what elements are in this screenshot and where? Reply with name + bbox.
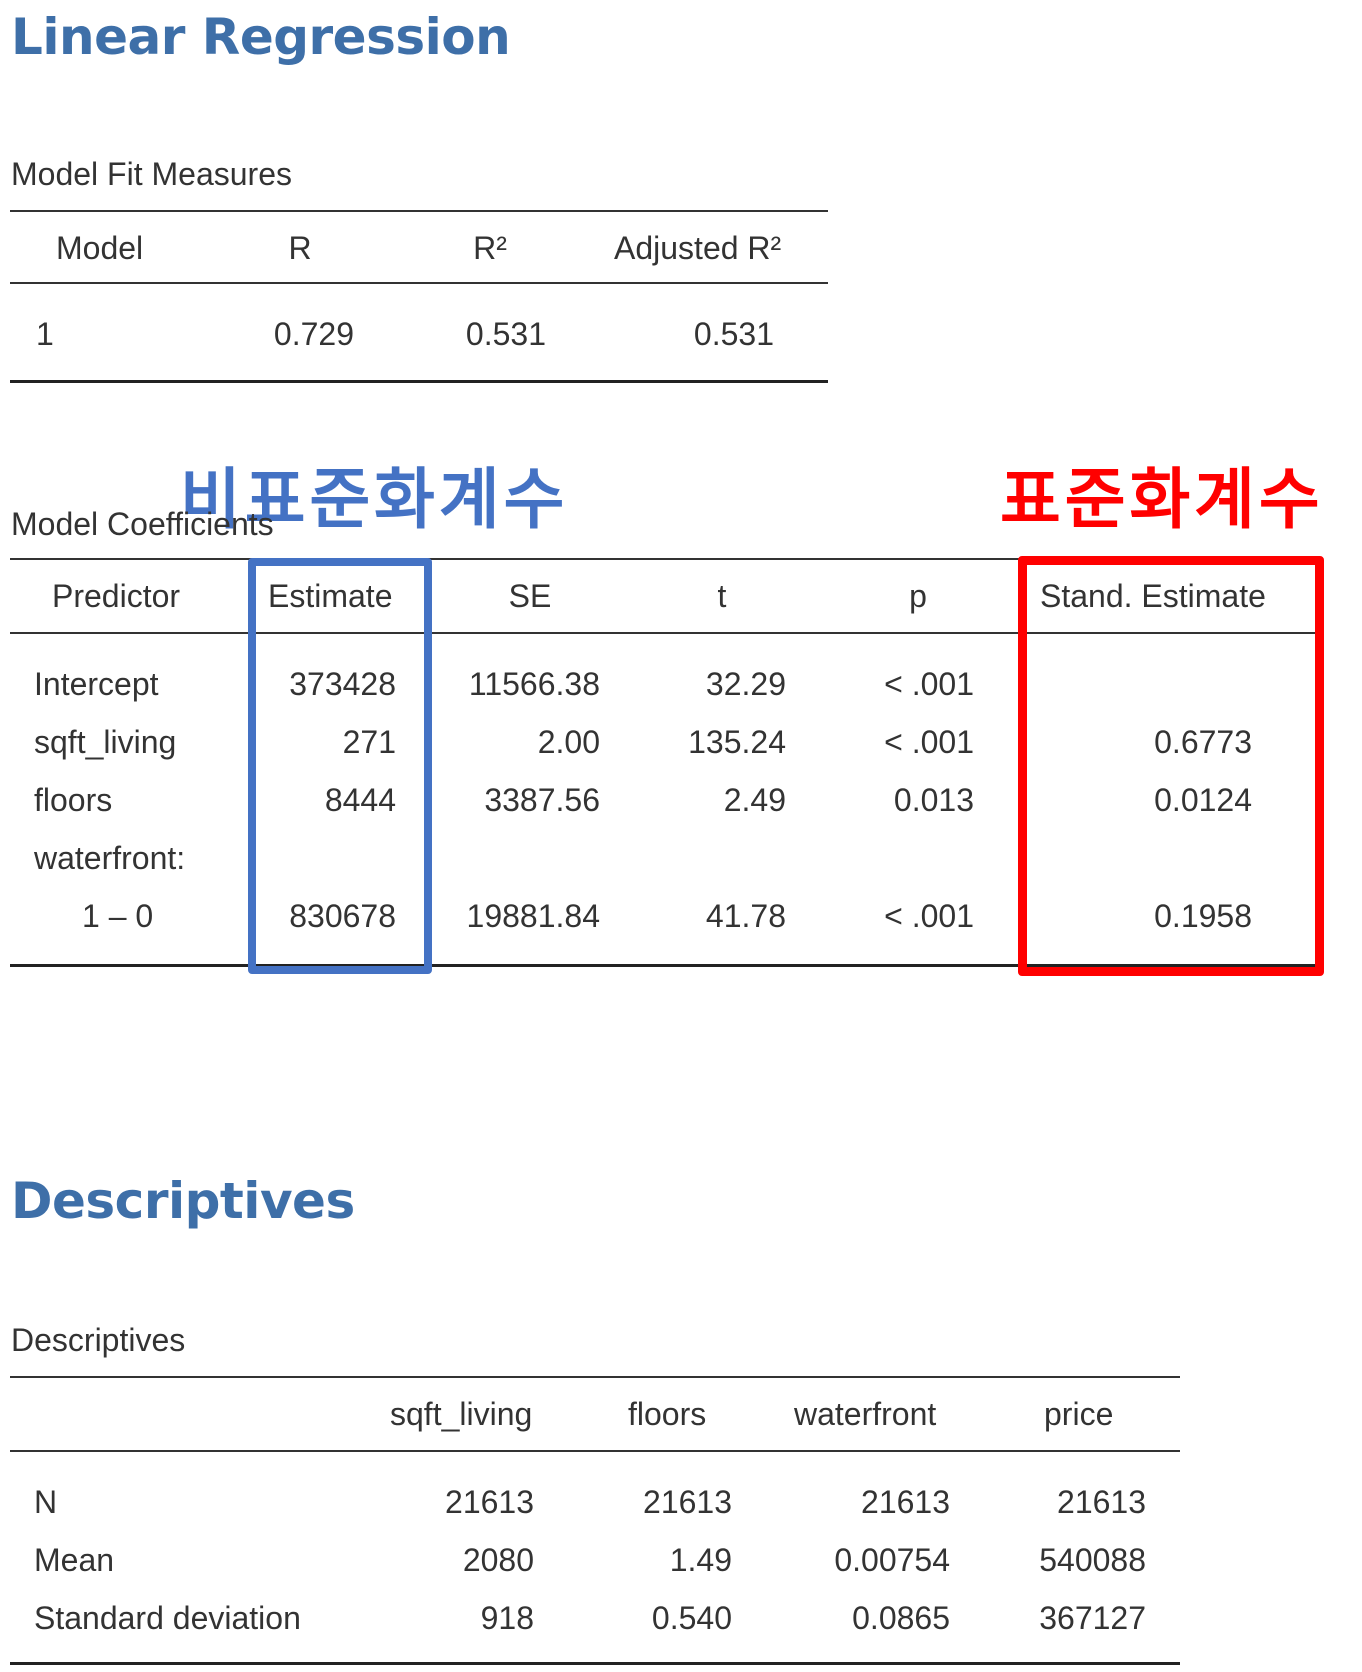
desc-row-label: Standard deviation bbox=[34, 1600, 301, 1636]
model-fit-cell-r: 0.729 bbox=[273, 316, 354, 352]
coef-stand-estimate: 0.6773 bbox=[1154, 724, 1252, 760]
coef-se: 3387.56 bbox=[484, 782, 600, 818]
descriptives-bottom-rule bbox=[10, 1662, 1180, 1665]
desc-header-sqft-living: sqft_living bbox=[390, 1396, 533, 1432]
model-fit-top-rule bbox=[10, 210, 828, 212]
coef-header-stand-estimate: Stand. Estimate bbox=[1040, 578, 1266, 614]
coef-predictor: floors bbox=[34, 782, 113, 818]
coef-p: < .001 bbox=[884, 666, 974, 702]
desc-cell-sqft-living: 21613 bbox=[445, 1484, 534, 1520]
coef-estimate: 271 bbox=[342, 724, 396, 760]
desc-header-price: price bbox=[1044, 1396, 1114, 1432]
desc-cell-sqft-living: 2080 bbox=[462, 1542, 534, 1578]
coef-predictor: Intercept bbox=[34, 666, 159, 702]
model-fit-header-adj-r2: Adjusted R² bbox=[614, 230, 782, 266]
model-fit-cell-model: 1 bbox=[36, 316, 54, 352]
coef-stand-estimate: 0.0124 bbox=[1154, 782, 1252, 818]
desc-cell-floors: 1.49 bbox=[669, 1542, 732, 1578]
desc-cell-waterfront: 0.00754 bbox=[834, 1542, 950, 1578]
coef-predictor: sqft_living bbox=[34, 724, 177, 760]
desc-header-floors: floors bbox=[628, 1396, 707, 1432]
estimate-highlight-box bbox=[248, 558, 432, 974]
desc-cell-sqft-living: 918 bbox=[480, 1600, 534, 1636]
desc-cell-waterfront: 0.0865 bbox=[852, 1600, 950, 1636]
coef-predictor: waterfront: bbox=[34, 840, 186, 876]
stand-estimate-highlight-box bbox=[1018, 556, 1324, 976]
coef-t: 135.24 bbox=[688, 724, 786, 760]
coef-predictor: 1 – 0 bbox=[82, 898, 154, 934]
coef-t: 32.29 bbox=[705, 666, 786, 702]
model-fit-cell-adj-r2: 0.531 bbox=[693, 316, 774, 352]
coef-estimate: 373428 bbox=[289, 666, 396, 702]
descriptives-header-rule bbox=[10, 1450, 1180, 1452]
section-title-linear-regression: Linear Regression bbox=[11, 8, 511, 66]
desc-cell-waterfront: 21613 bbox=[861, 1484, 950, 1520]
coef-header-t: t bbox=[717, 578, 727, 614]
model-fit-bottom-rule bbox=[10, 380, 828, 383]
coefficients-caption: Model Coefficients bbox=[11, 506, 274, 542]
desc-row-label: Mean bbox=[34, 1542, 115, 1578]
coef-estimate: 8444 bbox=[324, 782, 396, 818]
annotation-unstandardized: 비표준화계수 bbox=[180, 461, 569, 538]
desc-cell-floors: 0.540 bbox=[651, 1600, 732, 1636]
section-title-descriptives: Descriptives bbox=[11, 1172, 355, 1230]
coef-estimate: 830678 bbox=[289, 898, 396, 934]
model-fit-cell-r2: 0.531 bbox=[465, 316, 546, 352]
desc-row-label: N bbox=[34, 1484, 58, 1520]
desc-cell-price: 367127 bbox=[1039, 1600, 1146, 1636]
coef-t: 41.78 bbox=[705, 898, 786, 934]
desc-cell-floors: 21613 bbox=[643, 1484, 732, 1520]
coef-header-predictor: Predictor bbox=[52, 578, 181, 614]
desc-header-waterfront: waterfront bbox=[794, 1396, 937, 1432]
coefficients-top-rule bbox=[10, 558, 1315, 560]
coef-se: 11566.38 bbox=[468, 666, 600, 702]
desc-cell-price: 540088 bbox=[1039, 1542, 1146, 1578]
model-fit-caption: Model Fit Measures bbox=[11, 156, 292, 192]
descriptives-caption: Descriptives bbox=[11, 1322, 186, 1358]
desc-cell-price: 21613 bbox=[1057, 1484, 1146, 1520]
descriptives-top-rule bbox=[10, 1376, 1180, 1378]
coef-t: 2.49 bbox=[723, 782, 786, 818]
model-fit-header-r2: R² bbox=[473, 230, 507, 266]
coef-p: 0.013 bbox=[893, 782, 974, 818]
model-fit-header-model: Model bbox=[56, 230, 144, 266]
coef-p: < .001 bbox=[884, 898, 974, 934]
coefficients-header-rule bbox=[10, 632, 1315, 634]
coef-se: 19881.84 bbox=[466, 898, 600, 934]
coef-p: < .001 bbox=[884, 724, 974, 760]
coef-header-se: SE bbox=[508, 578, 552, 614]
coef-se: 2.00 bbox=[537, 724, 600, 760]
model-fit-header-rule bbox=[10, 282, 828, 284]
model-fit-header-r: R bbox=[288, 230, 312, 266]
annotation-standardized: 표준화계수 bbox=[1000, 461, 1324, 538]
coef-stand-estimate: 0.1958 bbox=[1154, 898, 1252, 934]
coefficients-bottom-rule bbox=[10, 964, 1315, 967]
coef-header-estimate: Estimate bbox=[268, 578, 393, 614]
coef-header-p: p bbox=[909, 578, 927, 614]
